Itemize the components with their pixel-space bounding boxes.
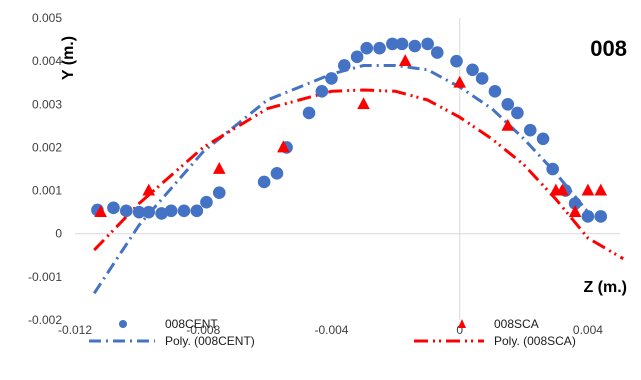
data-point-008cent <box>395 37 409 51</box>
data-point-008sca <box>594 183 608 196</box>
data-point-008sca <box>357 97 370 110</box>
data-point-008cent <box>315 85 329 98</box>
data-point-008cent <box>132 205 146 219</box>
data-point-008cent <box>107 201 120 215</box>
data-point-008cent <box>488 85 502 98</box>
data-point-008cent <box>568 197 582 210</box>
data-point-008cent <box>155 207 168 220</box>
data-point-008cent <box>302 106 316 120</box>
data-point-008cent <box>408 39 422 53</box>
tick-labels: -0.002 -0.001 0 0.001 0.002 0.003 0.004 0.005 -0… <box>28 11 603 337</box>
data-point-008cent <box>337 59 351 72</box>
y-tick-label: 0.004 <box>32 54 62 68</box>
x-axis-title: Z (m.) <box>583 279 627 296</box>
data-point-008sca <box>581 183 595 196</box>
data-point-008sca <box>555 183 569 196</box>
data-point-008cent <box>350 50 364 64</box>
y-tick-label: 0 <box>55 227 62 241</box>
legend-label-poly-008SCA: Poly. (008SCA) <box>494 334 576 348</box>
data-point-008cent <box>450 54 463 68</box>
data-point-008cent <box>386 37 399 51</box>
data-point-008cent <box>190 204 204 218</box>
data-point-008cent <box>119 204 133 218</box>
x-tick-label: 0.004 <box>573 323 603 337</box>
data-point-008cent <box>546 162 559 176</box>
data-point-008cent <box>142 205 156 219</box>
data-point-008cent <box>501 97 515 111</box>
legend-label-008SCA: 008SCA <box>494 317 539 331</box>
gridlines <box>75 18 620 320</box>
x-tick-label: -0.012 <box>58 323 92 337</box>
data-point-008cent <box>581 210 595 223</box>
data-point-008cent <box>270 167 284 180</box>
data-point-008cent <box>177 204 191 218</box>
data-point-008cent <box>536 132 550 146</box>
data-point-008cent <box>257 175 271 189</box>
data-point-008cent <box>360 41 374 55</box>
data-point-008cent <box>511 106 524 120</box>
legend-marker-008SCA <box>458 319 466 328</box>
data-point-008sca <box>277 140 290 153</box>
legend-marker-008CENT <box>119 320 127 328</box>
data-point-008cent <box>212 186 226 200</box>
x-tick-label: -0.004 <box>314 323 348 337</box>
trendline-poly-008cent <box>92 64 590 295</box>
data-point-008cent <box>523 123 537 137</box>
y-tick-label: 0.002 <box>32 140 62 154</box>
data-point-008cent <box>594 210 608 223</box>
y-tick-label: -0.002 <box>28 313 62 327</box>
data-point-008sca <box>398 54 412 67</box>
data-point-008sca <box>212 162 226 174</box>
legend-label-008CENT: 008CENT <box>165 317 218 331</box>
y-tick-label: -0.001 <box>28 270 62 284</box>
data-markers <box>91 37 608 223</box>
x-tick-label: -0.008 <box>186 323 220 337</box>
data-point-008cent <box>325 72 338 85</box>
data-point-008cent <box>430 46 444 59</box>
legend-label-poly-008CENT: Poly. (008CENT) <box>165 334 255 348</box>
y-tick-label: 0.003 <box>32 97 62 111</box>
data-point-008cent <box>421 37 434 51</box>
data-point-008sca <box>142 183 156 196</box>
data-point-008sca <box>568 205 582 218</box>
data-point-008sca <box>501 118 515 131</box>
chart-label: 008 <box>590 36 627 61</box>
trendlines <box>92 64 624 295</box>
legend: 008CENT 008SCA Poly. (008CENT) Poly. (00… <box>89 317 576 348</box>
data-point-008cent <box>164 204 178 218</box>
y-axis-title: Y (m.) <box>60 36 77 80</box>
data-point-008cent <box>475 72 489 85</box>
y-tick-label: 0.001 <box>32 184 62 198</box>
trendline-poly-008sca <box>93 88 624 260</box>
data-point-008sca <box>94 205 107 218</box>
data-point-008cent <box>466 63 479 77</box>
x-tick-label: 0 <box>456 323 463 337</box>
data-point-008cent <box>373 41 386 55</box>
data-point-008sca <box>453 75 467 88</box>
y-tick-label: 0.005 <box>32 11 62 25</box>
data-point-008cent <box>200 195 213 209</box>
